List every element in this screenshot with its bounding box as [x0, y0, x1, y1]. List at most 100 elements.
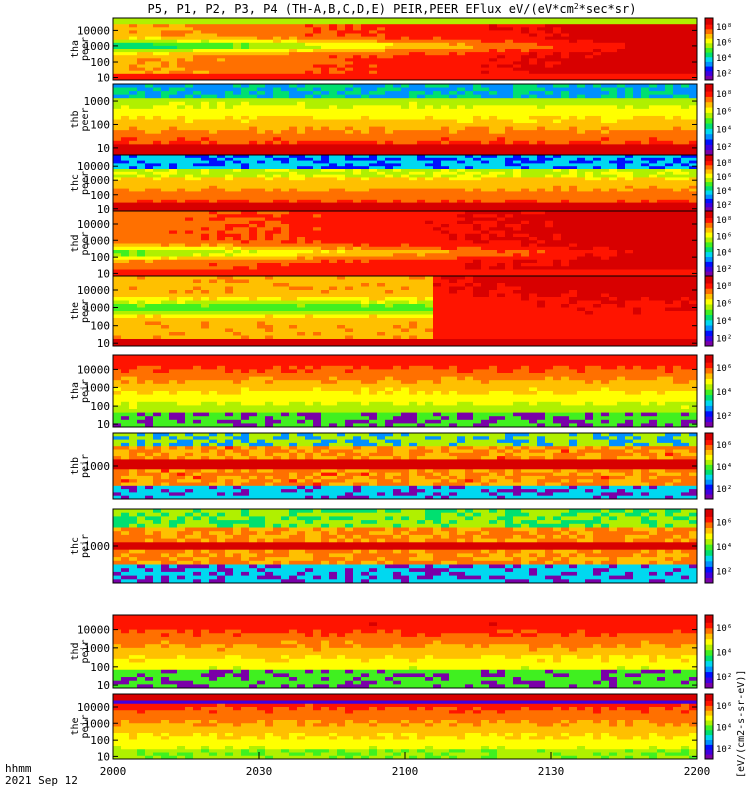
spectrogram-cell: [609, 180, 618, 184]
spectrogram-cell: [241, 133, 250, 138]
spectrogram-cell: [585, 151, 594, 156]
spectrogram-cell: [353, 133, 362, 138]
spectrogram-cell: [593, 84, 602, 89]
spectrogram-cell: [113, 140, 122, 145]
colorbar-cell: [705, 205, 713, 208]
spectrogram-cell: [329, 133, 338, 138]
spectrogram-cell: [305, 33, 314, 38]
spectrogram-cell: [249, 33, 258, 38]
spectrogram-cell: [521, 39, 530, 44]
spectrogram-cell: [473, 73, 482, 78]
spectrogram-cell: [537, 84, 546, 89]
spectrogram-cell: [321, 151, 330, 156]
spectrogram-cell: [225, 224, 234, 228]
spectrogram-cell: [465, 30, 474, 34]
spectrogram-cell: [505, 87, 514, 92]
spectrogram-cell: [273, 76, 282, 81]
spectrogram-cell: [193, 220, 202, 225]
spectrogram-cell: [641, 84, 650, 89]
spectrogram-cell: [345, 163, 354, 167]
spectrogram-cell: [337, 36, 346, 41]
spectrogram-cell: [641, 147, 650, 152]
spectrogram-cell: [121, 112, 130, 117]
spectrogram-cell: [665, 147, 674, 152]
spectrogram-cell: [473, 98, 482, 103]
spectrogram-cell: [577, 52, 586, 56]
spectrogram-cell: [513, 36, 522, 41]
spectrogram-cell: [169, 144, 178, 149]
spectrogram-cell: [569, 205, 578, 209]
spectrogram-cell: [241, 220, 250, 225]
spectrogram-cell: [457, 169, 466, 173]
spectrogram-cell: [201, 266, 210, 270]
spectrogram-cell: [313, 67, 322, 72]
spectrogram-cell: [273, 205, 282, 209]
colorbar-cell: [705, 56, 713, 59]
spectrogram-cell: [497, 84, 506, 89]
spectrogram-cell: [393, 61, 402, 65]
spectrogram-cell: [577, 171, 586, 176]
spectrogram-cell: [449, 185, 458, 190]
spectrogram-cell: [321, 126, 330, 131]
spectrogram-cell: [409, 208, 418, 212]
spectrogram-cell: [193, 199, 202, 204]
spectrogram-cell: [249, 91, 258, 96]
spectrogram-cell: [449, 151, 458, 156]
spectrogram-cell: [489, 42, 498, 47]
spectrogram-cell: [233, 220, 242, 225]
spectrogram-cell: [193, 263, 202, 267]
spectrogram-cell: [377, 91, 386, 96]
spectrogram-cell: [145, 246, 154, 251]
spectrogram-cell: [209, 188, 218, 192]
spectrogram-cell: [249, 119, 258, 124]
spectrogram-cell: [513, 98, 522, 103]
spectrogram-cell: [185, 64, 194, 69]
spectrogram-cell: [289, 52, 298, 56]
spectrogram-cell: [137, 94, 146, 99]
spectrogram-cell: [513, 119, 522, 124]
spectrogram-cell: [209, 263, 218, 267]
spectrogram-cell: [393, 64, 402, 69]
spectrogram-cell: [177, 108, 186, 113]
spectrogram-cell: [265, 194, 274, 198]
spectrogram-cell: [681, 140, 690, 145]
spectrogram-cell: [193, 180, 202, 184]
spectrogram-cell: [193, 73, 202, 78]
spectrogram-cell: [681, 45, 690, 50]
spectrogram-cell: [201, 217, 210, 222]
spectrogram-cell: [265, 98, 274, 103]
spectrogram-cell: [217, 240, 226, 244]
spectrogram-cell: [545, 108, 554, 113]
spectrogram-cell: [537, 140, 546, 145]
spectrogram-cell: [145, 199, 154, 204]
spectrogram-cell: [545, 183, 554, 187]
spectrogram-cell: [289, 174, 298, 178]
spectrogram-cell: [273, 30, 282, 34]
spectrogram-cell: [113, 73, 122, 78]
spectrogram-cell: [225, 166, 234, 170]
spectrogram-cell: [601, 18, 610, 22]
spectrogram-cell: [353, 174, 362, 178]
spectrogram-cell: [481, 185, 490, 190]
spectrogram-cell: [665, 45, 674, 50]
spectrogram-cell: [153, 84, 162, 89]
spectrogram-cell: [625, 101, 634, 106]
spectrogram-cell: [369, 70, 378, 75]
spectrogram-cell: [225, 160, 234, 164]
spectrogram-cell: [281, 87, 290, 92]
spectrogram-cell: [401, 30, 410, 34]
spectrogram-cell: [353, 180, 362, 184]
spectrogram-cell: [473, 185, 482, 190]
spectrogram-cell: [201, 202, 210, 206]
spectrogram-cell: [217, 94, 226, 99]
spectrogram-cell: [433, 73, 442, 78]
spectrogram-cell: [177, 183, 186, 187]
spectrogram-cell: [289, 49, 298, 53]
spectrogram-cell: [489, 137, 498, 142]
spectrogram-cell: [625, 30, 634, 34]
spectrogram-cell: [689, 61, 698, 65]
spectrogram-cell: [217, 202, 226, 206]
spectrogram-cell: [417, 197, 426, 201]
spectrogram-cell: [281, 144, 290, 149]
spectrogram-cell: [137, 177, 146, 181]
